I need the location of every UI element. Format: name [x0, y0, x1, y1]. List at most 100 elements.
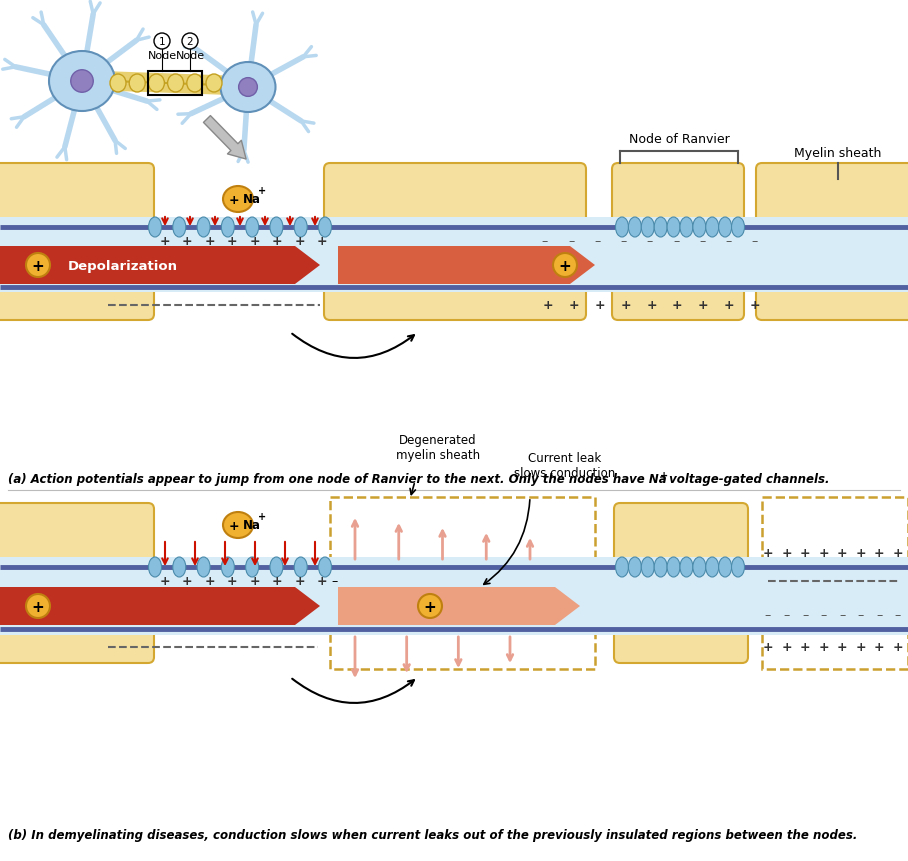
Text: Depolarization: Depolarization: [68, 260, 178, 273]
Ellipse shape: [270, 557, 283, 578]
Ellipse shape: [129, 75, 145, 93]
Text: +: +: [204, 575, 215, 588]
Text: –: –: [895, 609, 901, 622]
Text: 2: 2: [187, 37, 193, 47]
FancyBboxPatch shape: [0, 164, 154, 320]
Text: Node: Node: [175, 51, 204, 61]
Text: –: –: [765, 609, 771, 622]
Ellipse shape: [553, 254, 577, 278]
Text: (b) In demyelinating diseases, conduction slows when current leaks out of the pr: (b) In demyelinating diseases, conductio…: [8, 828, 857, 841]
Ellipse shape: [222, 557, 234, 578]
FancyBboxPatch shape: [324, 164, 586, 320]
Ellipse shape: [222, 218, 234, 238]
Ellipse shape: [732, 557, 745, 578]
Ellipse shape: [221, 63, 275, 113]
Text: Node of Ranvier: Node of Ranvier: [628, 133, 729, 146]
Text: +: +: [250, 575, 260, 588]
Text: –: –: [821, 609, 827, 622]
Ellipse shape: [667, 557, 680, 578]
Text: +: +: [294, 575, 305, 588]
Text: +: +: [271, 235, 282, 248]
Text: +: +: [568, 299, 579, 313]
Text: –: –: [595, 235, 600, 248]
Ellipse shape: [667, 218, 680, 238]
Text: –: –: [332, 575, 338, 588]
Text: Current leak
slows conduction: Current leak slows conduction: [514, 451, 616, 480]
Text: –: –: [752, 235, 758, 248]
Ellipse shape: [616, 218, 628, 238]
Text: Na: Na: [243, 519, 261, 532]
Ellipse shape: [270, 218, 283, 238]
Text: +: +: [837, 641, 847, 653]
Text: Node: Node: [147, 51, 176, 61]
Text: +: +: [874, 547, 884, 560]
Text: +: +: [258, 511, 266, 522]
Text: +: +: [893, 641, 903, 653]
Text: +: +: [660, 470, 668, 480]
Text: +: +: [763, 641, 774, 653]
Ellipse shape: [654, 557, 667, 578]
FancyBboxPatch shape: [756, 164, 908, 320]
Ellipse shape: [294, 218, 307, 238]
Ellipse shape: [26, 254, 50, 278]
Text: –: –: [876, 609, 883, 622]
Ellipse shape: [693, 218, 706, 238]
Bar: [148, 72, 202, 96]
Ellipse shape: [718, 218, 732, 238]
Text: –: –: [725, 235, 732, 248]
FancyArrowPatch shape: [203, 116, 246, 160]
Ellipse shape: [641, 218, 655, 238]
Ellipse shape: [628, 218, 641, 238]
Ellipse shape: [149, 218, 162, 238]
Polygon shape: [338, 587, 580, 625]
Ellipse shape: [246, 557, 259, 578]
Text: +: +: [258, 186, 266, 195]
Text: +: +: [837, 547, 847, 560]
FancyBboxPatch shape: [0, 504, 154, 663]
Ellipse shape: [197, 557, 210, 578]
Ellipse shape: [168, 75, 183, 93]
Ellipse shape: [706, 218, 719, 238]
Text: –: –: [839, 609, 845, 622]
Text: Myelin sheath: Myelin sheath: [794, 147, 882, 160]
Ellipse shape: [110, 75, 126, 93]
Polygon shape: [0, 587, 320, 625]
Ellipse shape: [680, 218, 693, 238]
Ellipse shape: [223, 512, 253, 538]
Text: +: +: [800, 641, 811, 653]
Text: +: +: [183, 235, 192, 248]
Text: –: –: [699, 235, 706, 248]
Ellipse shape: [148, 75, 164, 93]
Text: Degenerated
myelin sheath: Degenerated myelin sheath: [396, 433, 480, 461]
Text: +: +: [763, 547, 774, 560]
Text: –: –: [802, 609, 808, 622]
Ellipse shape: [49, 52, 115, 112]
Ellipse shape: [149, 557, 162, 578]
Text: +: +: [227, 575, 238, 588]
Polygon shape: [0, 247, 320, 285]
Text: +: +: [595, 299, 605, 313]
Text: 1: 1: [159, 37, 165, 47]
Text: +: +: [317, 235, 327, 248]
Text: +: +: [204, 235, 215, 248]
Ellipse shape: [173, 557, 186, 578]
Bar: [330, 498, 595, 669]
Text: +: +: [424, 599, 437, 614]
Ellipse shape: [718, 557, 732, 578]
Bar: [0, 557, 908, 635]
Ellipse shape: [319, 218, 331, 238]
Ellipse shape: [628, 557, 641, 578]
Text: +: +: [32, 599, 44, 614]
Text: +: +: [818, 547, 829, 560]
Circle shape: [154, 34, 170, 50]
Polygon shape: [338, 247, 595, 285]
Text: +: +: [620, 299, 631, 313]
Ellipse shape: [680, 557, 693, 578]
Text: +: +: [698, 299, 708, 313]
Text: –: –: [646, 235, 653, 248]
Text: –: –: [568, 235, 575, 248]
Text: voltage-gated channels.: voltage-gated channels.: [665, 473, 830, 486]
Ellipse shape: [706, 557, 719, 578]
Text: +: +: [855, 547, 866, 560]
Ellipse shape: [418, 594, 442, 618]
